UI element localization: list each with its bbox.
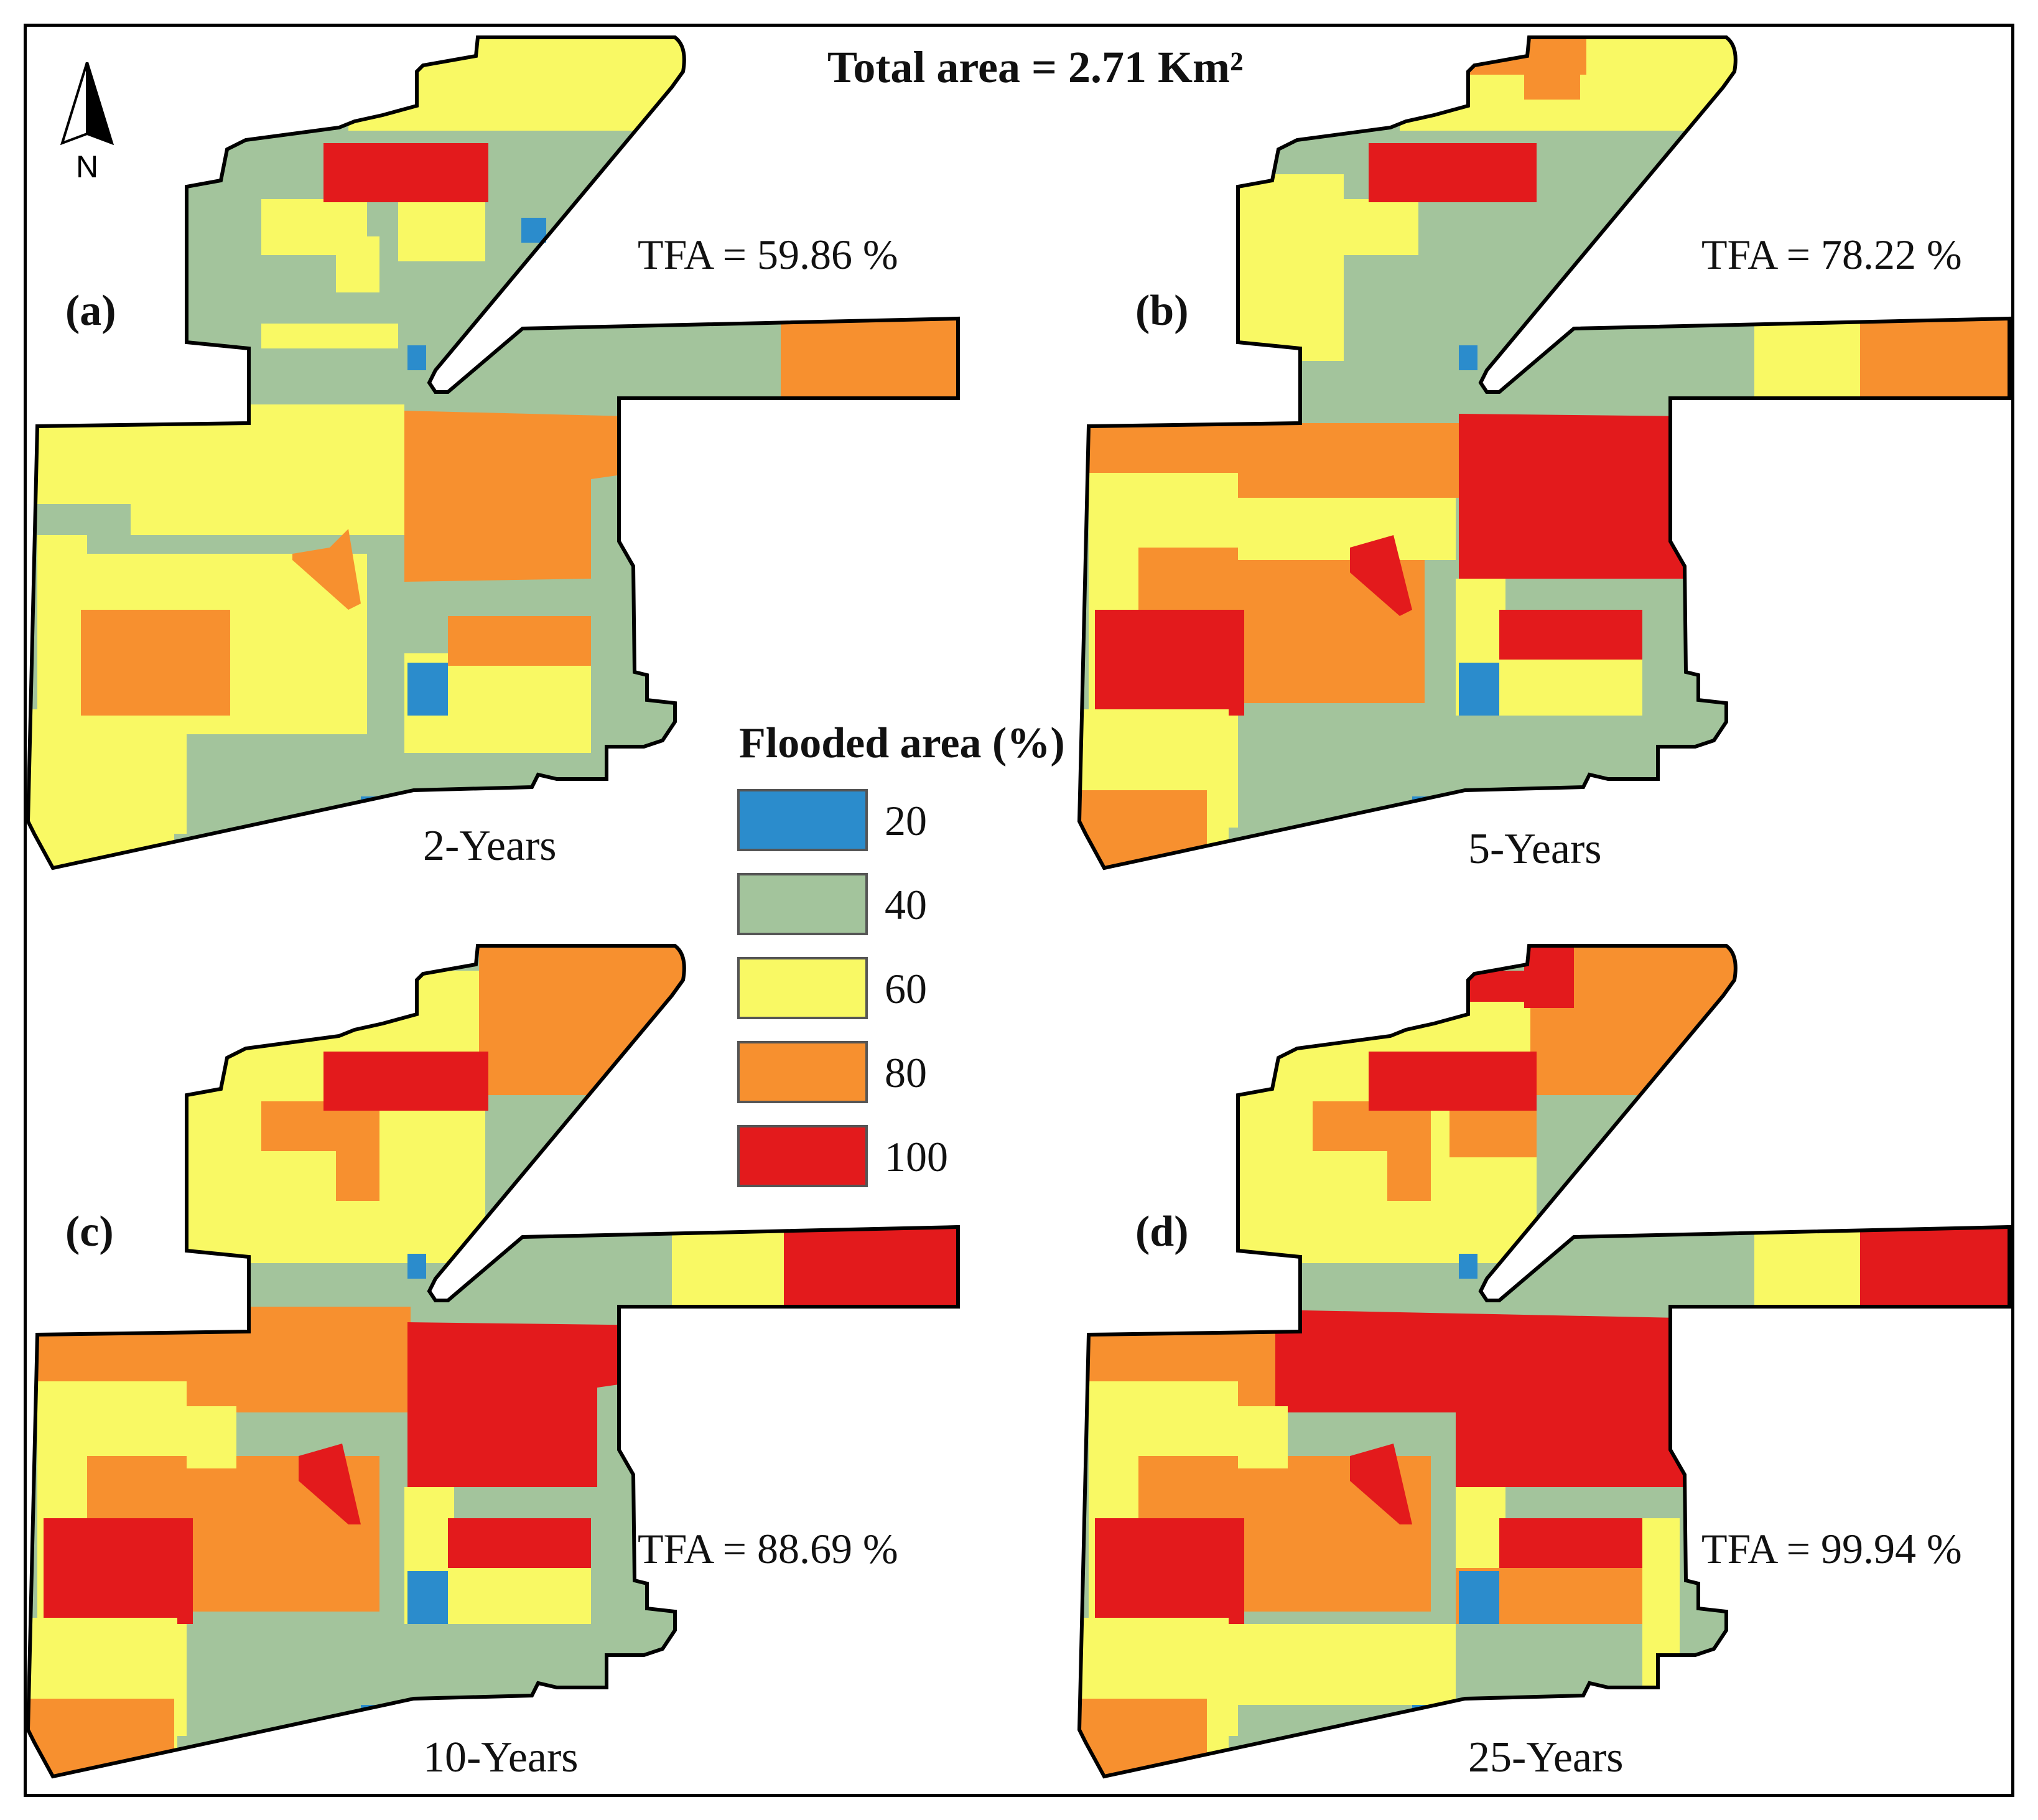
- tfa-a: TFA = 59.86 %: [638, 231, 898, 278]
- panel-label-a: (a): [65, 287, 116, 335]
- legend-swatch-60: [737, 957, 868, 1019]
- tfa-b: TFA = 78.22 %: [1701, 231, 1962, 278]
- legend-label-40: 40: [885, 881, 927, 928]
- panel-label-d: (d): [1135, 1208, 1189, 1256]
- legend-label-80: 80: [885, 1049, 927, 1096]
- map-panel-d: [1051, 908, 2038, 1786]
- north-label: N: [76, 149, 98, 184]
- legend-swatch-20: [737, 789, 868, 851]
- period-label-b: 5-Years: [1468, 825, 1602, 873]
- legend-label-20: 20: [885, 797, 927, 844]
- legend-title: Flooded area (%): [739, 719, 1065, 767]
- north-arrow-icon: N: [60, 62, 114, 184]
- tfa-d: TFA = 99.94 %: [1701, 1525, 1962, 1572]
- legend-swatch-80: [737, 1041, 868, 1103]
- legend-swatch-40: [737, 873, 868, 935]
- period-label-c: 10-Years: [423, 1734, 579, 1781]
- map-panel-b: [1051, 0, 2038, 877]
- panel-label-c: (c): [65, 1208, 114, 1256]
- period-label-a: 2-Years: [423, 822, 557, 870]
- period-label-d: 25-Years: [1468, 1734, 1624, 1781]
- panel-label-b: (b): [1135, 287, 1189, 335]
- tfa-c: TFA = 88.69 %: [638, 1525, 898, 1572]
- legend-label-100: 100: [885, 1133, 948, 1180]
- figure-title: Total area = 2.71 Km²: [827, 42, 1244, 92]
- legend-label-60: 60: [885, 965, 927, 1012]
- legend-swatch-100: [737, 1125, 868, 1187]
- map-panel-c: [0, 908, 995, 1786]
